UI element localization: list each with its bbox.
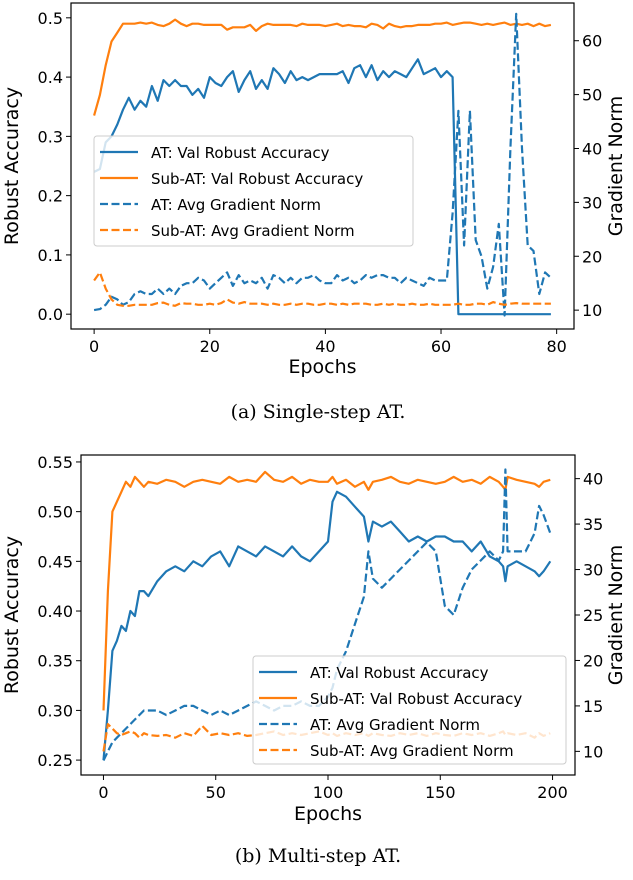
legend-box [93, 135, 414, 247]
y-tick-label: 0.2 [38, 187, 63, 206]
legend-label: AT: Avg Gradient Norm [151, 196, 321, 214]
y2-tick-label: 30 [583, 561, 603, 580]
y2-tick-label: 30 [582, 193, 602, 212]
legend-label: Sub-AT: Avg Gradient Norm [310, 742, 514, 760]
x-axis-label: Epochs [294, 803, 362, 825]
y2-tick-label: 25 [583, 606, 603, 625]
series-line-at-avg-gradient-norm [93, 12, 552, 317]
y-tick-label: 0.3 [38, 127, 63, 146]
chart-single-step-at: 0 20 40 60 80 0.0 0.1 0.2 0.3 0.4 0.5 10 20 30 40 50 60 E… [1, 2, 627, 423]
series-line-sub-at-val-robust-accuracy [102, 470, 551, 711]
y2-tick-label: 20 [583, 651, 603, 670]
y-tick-label: 0.1 [38, 246, 63, 265]
chart-multi-step-at: 0 50 100 150 200 0.25 0.30 0.35 0.40 0.45 0.50 0.55… [1, 453, 627, 867]
y2-tick-label: 40 [583, 470, 603, 489]
y2-tick-label: 20 [582, 247, 602, 266]
series-line-sub-at-avg-gradient-norm [93, 271, 551, 307]
y-axis-label: Robust Accuracy [1, 87, 23, 245]
legend-label: AT: Avg Gradient Norm [310, 716, 480, 734]
y-axis-label: Robust Accuracy [1, 536, 23, 694]
y2-axis-label: Gradient Norm [605, 545, 627, 686]
legend-label: Sub-AT: Avg Gradient Norm [151, 222, 355, 240]
y2-tick-label: 60 [582, 32, 602, 51]
y-tick-label: 0.40 [37, 602, 73, 621]
figure-caption: (a) Single-step AT. [231, 401, 406, 423]
y2-tick-label: 40 [582, 139, 602, 158]
legend: AT: Val Robust Accuracy Sub-AT: Val Robus… [93, 135, 414, 247]
y-tick-label: 0.45 [37, 552, 73, 571]
y2-tick-label: 10 [583, 742, 603, 761]
series-line-at-val-robust-accuracy [93, 58, 551, 316]
y-tick-label: 0.55 [37, 453, 73, 472]
series-line-at-val-robust-accuracy [102, 490, 552, 761]
y-tick-label: 0.4 [38, 68, 63, 87]
plot-frame [70, 2, 575, 330]
series-line-sub-at-val-robust-accuracy [93, 18, 552, 116]
legend: AT: Val Robust Accuracy Sub-AT: Val Robus… [252, 655, 567, 765]
x-tick-label: 20 [200, 337, 220, 356]
x-axis-label: Epochs [288, 356, 356, 378]
x-tick-label: 40 [315, 337, 335, 356]
figure-caption: (b) Multi-step AT. [235, 845, 401, 867]
x-tick-label: 150 [425, 783, 456, 802]
legend-box [252, 655, 567, 765]
y2-tick-label: 15 [583, 697, 603, 716]
y-tick-label: 0.30 [37, 701, 73, 720]
x-tick-label: 50 [206, 783, 226, 802]
y2-axis-label: Gradient Norm [605, 96, 627, 237]
series-lines [93, 12, 552, 317]
y-tick-label: 0.25 [37, 751, 73, 770]
y2-tick-label: 50 [582, 86, 602, 105]
x-tick-label: 100 [313, 783, 344, 802]
y-tick-label: 0.5 [38, 9, 63, 28]
y-tick-label: 0.35 [37, 652, 73, 671]
legend-label: Sub-AT: Val Robust Accuracy [151, 170, 363, 188]
x-tick-label: 0 [89, 337, 99, 356]
x-tick-label: 80 [546, 337, 566, 356]
x-tick-label: 200 [537, 783, 568, 802]
legend-label: AT: Val Robust Accuracy [151, 144, 330, 162]
legend-label: AT: Val Robust Accuracy [310, 664, 489, 682]
y-tick-label: 0.50 [37, 503, 73, 522]
y2-tick-label: 10 [582, 301, 602, 320]
y2-tick-label: 35 [583, 515, 603, 534]
legend-label: Sub-AT: Val Robust Accuracy [310, 690, 522, 708]
y-tick-label: 0.0 [38, 305, 63, 324]
x-tick-label: 60 [431, 337, 451, 356]
x-tick-label: 0 [98, 783, 108, 802]
